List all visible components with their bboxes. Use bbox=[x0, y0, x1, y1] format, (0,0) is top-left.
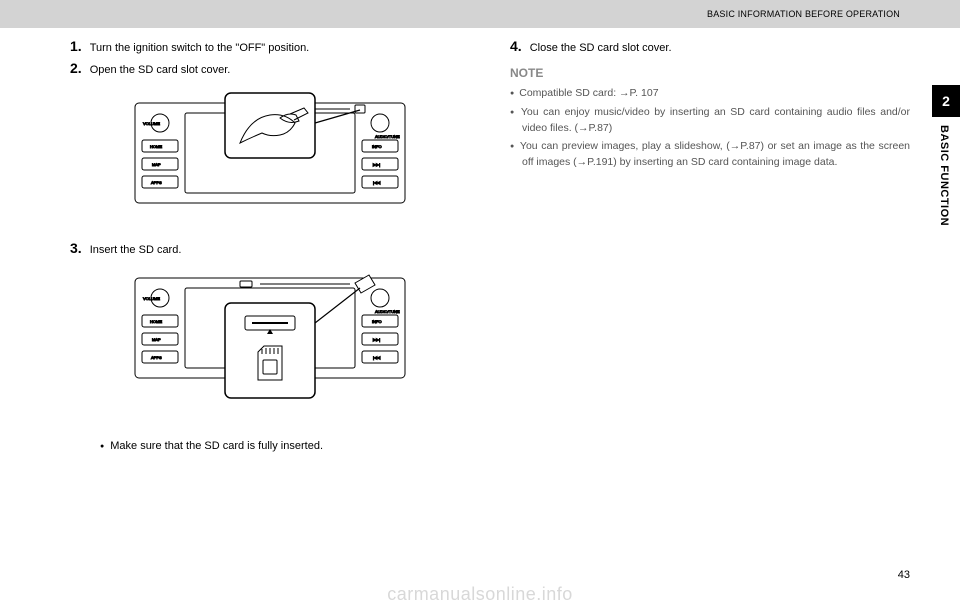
svg-text:MAP: MAP bbox=[152, 337, 161, 342]
step-3: 3. Insert the SD card. bbox=[70, 240, 470, 256]
svg-text:|◀◀: |◀◀ bbox=[373, 180, 381, 185]
step-text: Insert the SD card. bbox=[90, 244, 182, 256]
svg-text:▶▶|: ▶▶| bbox=[373, 337, 380, 342]
step-text: Open the SD card slot cover. bbox=[90, 64, 231, 76]
note-item: Compatible SD card: →P. 107 bbox=[510, 86, 910, 102]
step-number: 2. bbox=[70, 60, 82, 76]
page-number: 43 bbox=[898, 569, 910, 581]
header-bar: BASIC INFORMATION BEFORE OPERATION bbox=[0, 0, 960, 28]
note-item: You can preview images, play a slideshow… bbox=[510, 139, 910, 171]
head-unit-illustration-2: VOLUME AUDIO/TUNE HOME MAP APPS INFO ▶▶|… bbox=[130, 268, 410, 418]
svg-text:AUDIO/TUNE: AUDIO/TUNE bbox=[375, 309, 400, 314]
svg-text:AUDIO/TUNE: AUDIO/TUNE bbox=[375, 134, 400, 139]
step-text: Turn the ignition switch to the "OFF" po… bbox=[90, 42, 310, 54]
section-label: BASIC FUNCTION bbox=[932, 125, 950, 226]
svg-text:APPS: APPS bbox=[151, 180, 162, 185]
step-2: 2. Open the SD card slot cover. bbox=[70, 60, 470, 76]
step-1: 1. Turn the ignition switch to the "OFF"… bbox=[70, 38, 470, 54]
step-number: 3. bbox=[70, 240, 82, 256]
svg-text:MAP: MAP bbox=[152, 162, 161, 167]
right-column: 4. Close the SD card slot cover. NOTE Co… bbox=[510, 38, 910, 452]
svg-text:▶▶|: ▶▶| bbox=[373, 162, 380, 167]
step-text: Close the SD card slot cover. bbox=[530, 42, 672, 54]
step-number: 4. bbox=[510, 38, 522, 54]
page-content: 1. Turn the ignition switch to the "OFF"… bbox=[0, 28, 960, 452]
left-column: 1. Turn the ignition switch to the "OFF"… bbox=[70, 38, 470, 452]
section-tab: 2 BASIC FUNCTION bbox=[932, 85, 960, 226]
step-4: 4. Close the SD card slot cover. bbox=[510, 38, 910, 54]
svg-text:INFO: INFO bbox=[372, 144, 382, 149]
svg-text:|◀◀: |◀◀ bbox=[373, 355, 381, 360]
head-unit-illustration-1: VOLUME AUDIO/TUNE HOME MAP APPS INFO ▶▶|… bbox=[130, 88, 410, 218]
step-number: 1. bbox=[70, 38, 82, 54]
watermark: carmanualsonline.info bbox=[0, 584, 960, 605]
note-heading: NOTE bbox=[510, 66, 910, 80]
bullet-note: Make sure that the SD card is fully inse… bbox=[70, 440, 470, 452]
figure-open-cover: VOLUME AUDIO/TUNE HOME MAP APPS INFO ▶▶|… bbox=[70, 88, 470, 218]
svg-text:INFO: INFO bbox=[372, 319, 382, 324]
svg-text:HOME: HOME bbox=[150, 144, 162, 149]
section-number: 2 bbox=[932, 85, 960, 117]
svg-text:HOME: HOME bbox=[150, 319, 162, 324]
svg-text:VOLUME: VOLUME bbox=[143, 121, 160, 126]
svg-text:APPS: APPS bbox=[151, 355, 162, 360]
note-item: You can enjoy music/video by inserting a… bbox=[510, 105, 910, 137]
svg-text:VOLUME: VOLUME bbox=[143, 296, 160, 301]
breadcrumb: BASIC INFORMATION BEFORE OPERATION bbox=[707, 9, 900, 19]
figure-insert-card: VOLUME AUDIO/TUNE HOME MAP APPS INFO ▶▶|… bbox=[70, 268, 470, 418]
